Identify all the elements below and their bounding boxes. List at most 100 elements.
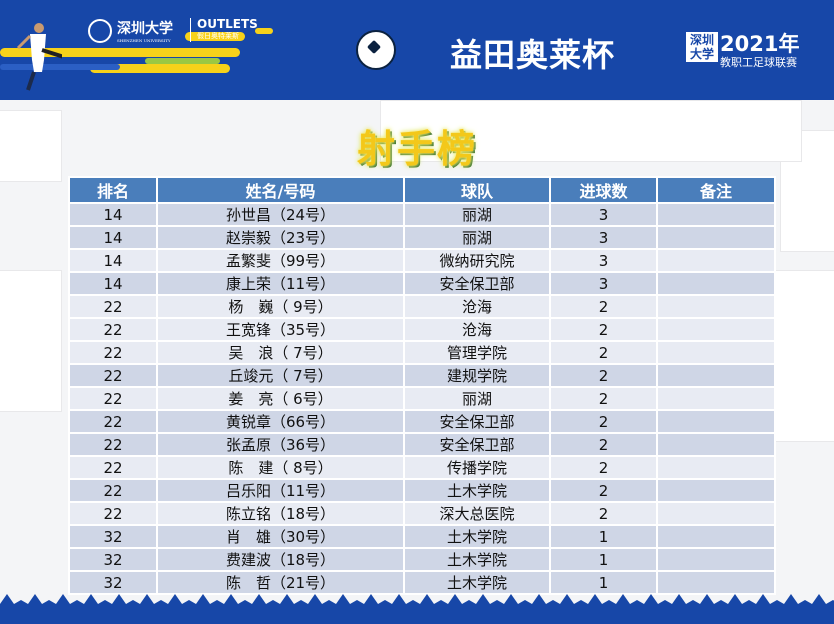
footer-wave — [0, 594, 834, 624]
background-tile — [770, 270, 834, 442]
cell-name: 孟繁斐（99号） — [156, 248, 405, 273]
cell-goals: 3 — [549, 271, 658, 296]
cell-goals: 1 — [549, 547, 658, 572]
cell-team: 安全保卫部 — [403, 432, 551, 457]
szu-logo: 深圳大学 SHENZHEN UNIVERSITY — [88, 18, 173, 43]
cell-note — [656, 225, 776, 250]
cell-name: 费建波（18号） — [156, 547, 405, 572]
table-row: 22 陈立铭（18号） 深大总医院 2 — [68, 501, 776, 526]
cell-rank: 32 — [68, 524, 158, 549]
cell-name: 丘竣元（ 7号） — [156, 363, 405, 388]
cell-team: 建规学院 — [403, 363, 551, 388]
cell-note — [656, 547, 776, 572]
background-tile — [0, 110, 62, 182]
league-label: 教职工足球联赛 — [720, 56, 797, 69]
cell-name: 黄锐章（66号） — [156, 409, 405, 434]
football-player-icon — [16, 23, 62, 91]
cell-team: 管理学院 — [403, 340, 551, 365]
cell-rank: 32 — [68, 547, 158, 572]
table-row: 14 孙世昌（24号） 丽湖 3 — [68, 202, 776, 227]
cell-goals: 1 — [549, 570, 658, 595]
cell-rank: 14 — [68, 271, 158, 296]
decor-stripe — [255, 28, 273, 34]
header-team: 球队 — [403, 176, 551, 204]
cell-rank: 22 — [68, 455, 158, 480]
cell-name: 康上荣（11号） — [156, 271, 405, 296]
decor-stripe — [0, 64, 120, 70]
cell-name: 陈 建（ 8号） — [156, 455, 405, 480]
table-header: 排名 姓名/号码 球队 进球数 备注 — [68, 176, 776, 204]
cell-goals: 2 — [549, 455, 658, 480]
table-row: 32 陈 哲（21号） 土木学院 1 — [68, 570, 776, 595]
table-row: 22 张孟原（36号） 安全保卫部 2 — [68, 432, 776, 457]
cell-name: 陈 哲（21号） — [156, 570, 405, 595]
cell-rank: 22 — [68, 386, 158, 411]
header-name: 姓名/号码 — [156, 176, 405, 204]
cell-team: 丽湖 — [403, 225, 551, 250]
cell-team: 土木学院 — [403, 478, 551, 503]
cell-rank: 22 — [68, 409, 158, 434]
cell-team: 深大总医院 — [403, 501, 551, 526]
cell-name: 肖 雄（30号） — [156, 524, 405, 549]
cell-team: 土木学院 — [403, 570, 551, 595]
cell-goals: 2 — [549, 501, 658, 526]
soccer-ball-icon — [356, 30, 396, 70]
szu-badge: 深圳大学 — [686, 32, 718, 62]
table-row: 22 吴 浪（ 7号） 管理学院 2 — [68, 340, 776, 365]
cell-note — [656, 317, 776, 342]
cell-rank: 22 — [68, 317, 158, 342]
cell-note — [656, 478, 776, 503]
cell-name: 赵崇毅（23号） — [156, 225, 405, 250]
cell-name: 杨 巍（ 9号） — [156, 294, 405, 319]
cell-goals: 2 — [549, 478, 658, 503]
cell-note — [656, 455, 776, 480]
cell-note — [656, 271, 776, 296]
cell-note — [656, 248, 776, 273]
background-tile — [380, 100, 802, 162]
cell-team: 安全保卫部 — [403, 409, 551, 434]
cell-team: 安全保卫部 — [403, 271, 551, 296]
cell-team: 丽湖 — [403, 202, 551, 227]
cell-goals: 2 — [549, 294, 658, 319]
cell-name: 吴 浪（ 7号） — [156, 340, 405, 365]
cell-goals: 3 — [549, 248, 658, 273]
cell-name: 孙世昌（24号） — [156, 202, 405, 227]
table-row: 22 陈 建（ 8号） 传播学院 2 — [68, 455, 776, 480]
szu-seal-icon — [88, 18, 112, 43]
cell-goals: 3 — [549, 225, 658, 250]
cell-team: 沧海 — [403, 317, 551, 342]
cell-rank: 22 — [68, 432, 158, 457]
cell-name: 姜 亮（ 6号） — [156, 386, 405, 411]
cell-goals: 2 — [549, 363, 658, 388]
table-row: 14 康上荣（11号） 安全保卫部 3 — [68, 271, 776, 296]
cell-rank: 22 — [68, 340, 158, 365]
table-row: 22 姜 亮（ 6号） 丽湖 2 — [68, 386, 776, 411]
cell-name: 吕乐阳（11号） — [156, 478, 405, 503]
decor-stripe — [185, 32, 245, 41]
decor-stripe — [90, 64, 230, 73]
page-title: 射手榜 — [356, 127, 477, 171]
cell-goals: 2 — [549, 386, 658, 411]
cell-rank: 14 — [68, 225, 158, 250]
year-label: 2021年 — [720, 32, 800, 56]
table-row: 32 肖 雄（30号） 土木学院 1 — [68, 524, 776, 549]
cell-note — [656, 294, 776, 319]
cell-goals: 2 — [549, 317, 658, 342]
cell-note — [656, 432, 776, 457]
cell-team: 土木学院 — [403, 524, 551, 549]
cell-note — [656, 202, 776, 227]
decor-stripe — [0, 48, 240, 57]
cell-rank: 32 — [68, 570, 158, 595]
table-row: 22 丘竣元（ 7号） 建规学院 2 — [68, 363, 776, 388]
cell-name: 陈立铭（18号） — [156, 501, 405, 526]
cell-team: 丽湖 — [403, 386, 551, 411]
cell-goals: 2 — [549, 409, 658, 434]
cell-team: 传播学院 — [403, 455, 551, 480]
header-rank: 排名 — [68, 176, 158, 204]
cell-name: 王宽锋（35号） — [156, 317, 405, 342]
cell-goals: 3 — [549, 202, 658, 227]
background-tile — [0, 270, 62, 412]
cell-rank: 22 — [68, 363, 158, 388]
cell-goals: 1 — [549, 524, 658, 549]
